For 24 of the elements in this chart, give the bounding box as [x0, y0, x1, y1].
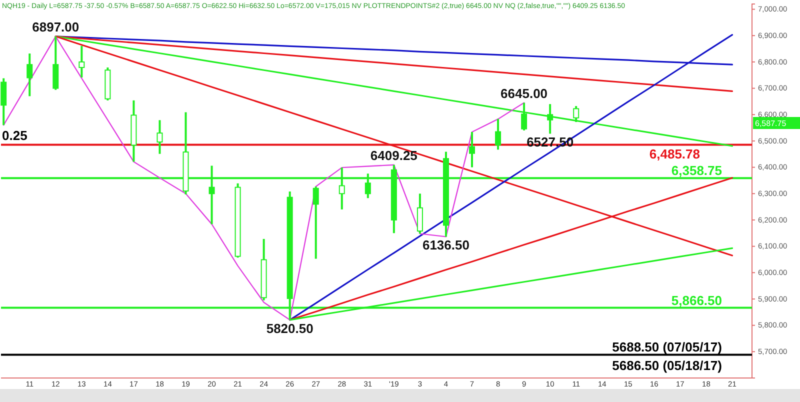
annotation: 6136.50 [422, 238, 470, 253]
annotation: 6409.25 [370, 148, 418, 163]
annotation: 6645.00 [500, 86, 548, 101]
candlestick [521, 102, 528, 132]
text: 6,587.75 [755, 119, 787, 128]
candlestick [0, 77, 7, 126]
annotation: 5820.50 [266, 320, 314, 336]
ref-line-label: 6,485.78 [649, 146, 700, 162]
candlestick [26, 52, 33, 98]
candlestick [416, 192, 423, 235]
ref-line-label: 6,358.75 [671, 163, 722, 178]
annotation: 0.25 [2, 128, 28, 143]
annotation: 5686.50 (05/18/17) [612, 358, 722, 373]
candlestick [573, 105, 580, 123]
candlestick [156, 119, 163, 155]
ref-line-label: 5,866.50 [671, 292, 722, 308]
candlestick [78, 44, 85, 78]
candlestick [495, 118, 502, 151]
candlestick [547, 103, 554, 135]
annotation: 6897.00 [32, 19, 80, 34]
candlestick [312, 186, 319, 260]
ref-line-label: 5688.50 (07/05/17) [612, 340, 722, 355]
candlestick [52, 35, 59, 91]
candlestick [469, 131, 475, 168]
